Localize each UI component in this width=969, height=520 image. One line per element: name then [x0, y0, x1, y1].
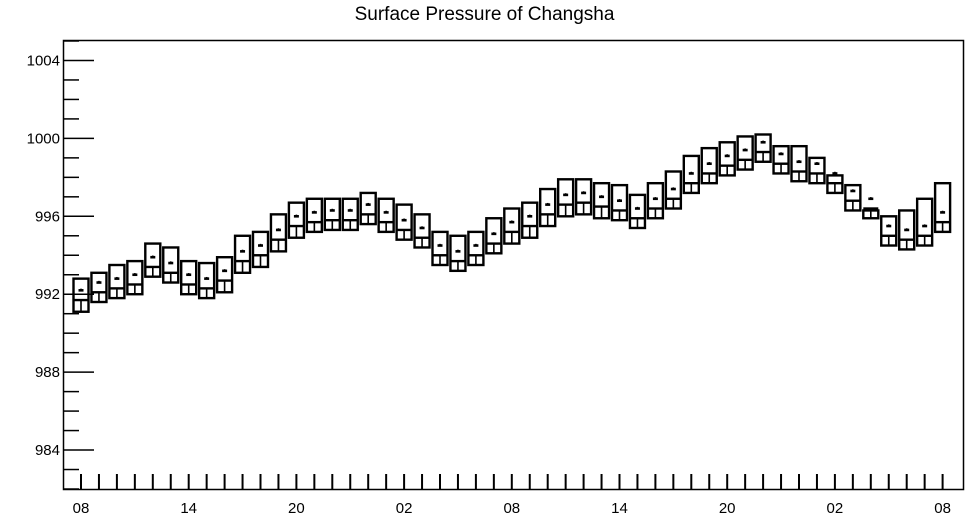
y-tick-label: 1000: [27, 130, 60, 147]
x-tick-label: 14: [611, 500, 628, 517]
box-item: [862, 197, 880, 220]
box-item: [844, 183, 862, 212]
x-tick-label: 08: [934, 500, 951, 517]
box-item: [377, 197, 395, 234]
box-item: [305, 197, 324, 234]
box-item: [664, 170, 683, 210]
y-axis: 984 988 992 996 1000 1004: [27, 40, 94, 490]
box-item: [736, 135, 754, 171]
box-range: [251, 230, 270, 269]
chart-title: Surface Pressure of Changsha: [354, 4, 615, 25]
box-item: [269, 213, 288, 253]
box-item: [413, 213, 431, 249]
box-item: [449, 234, 467, 273]
box-item: [539, 187, 557, 228]
box-item: [108, 263, 126, 300]
box-item: [467, 230, 485, 267]
x-tick-label: 08: [503, 500, 520, 517]
y-tick-label: 988: [35, 364, 60, 381]
box-item: [772, 144, 790, 175]
box-range: [413, 213, 431, 249]
box-item: [251, 230, 270, 269]
box-range: [197, 261, 216, 300]
box-item: [718, 141, 736, 177]
y-tick-label: 984: [35, 442, 60, 459]
box-item: [359, 191, 377, 226]
box-range: [808, 156, 826, 185]
x-tick-label: 02: [827, 500, 844, 517]
y-tick-label: 1004: [27, 52, 60, 69]
box-item: [215, 256, 234, 294]
box-item: [233, 234, 252, 274]
box-item: [431, 230, 449, 267]
box-item: [826, 171, 844, 195]
box-item: [610, 183, 629, 222]
box-series: [72, 133, 952, 313]
box-item: [144, 242, 162, 278]
box-range: [539, 187, 557, 228]
x-tick-label: 08: [73, 500, 90, 517]
box-item: [179, 259, 198, 296]
box-item: [395, 203, 413, 241]
box-item: [880, 215, 898, 247]
x-tick-label: 14: [180, 500, 197, 517]
box-item: [485, 217, 503, 255]
box-item: [682, 154, 700, 195]
box-item: [90, 271, 108, 304]
box-item: [808, 156, 826, 185]
box-item: [503, 207, 521, 245]
box-item: [126, 259, 144, 296]
plot-frame: [62, 39, 965, 491]
box-item: [323, 197, 341, 232]
box-item: [646, 181, 665, 220]
box-range: [215, 256, 234, 294]
box-item: [915, 197, 934, 247]
box-item: [574, 178, 593, 216]
x-tick-label: 20: [288, 500, 305, 517]
x-axis: 08 14 20 02 08 14 20 02 08: [73, 474, 951, 517]
x-tick-label: 20: [719, 500, 736, 517]
box-item: [556, 178, 575, 218]
box-item: [592, 181, 611, 220]
box-item: [341, 197, 359, 232]
box-item: [790, 144, 808, 183]
box-item: [162, 246, 180, 284]
box-item: [628, 193, 647, 230]
y-tick-label: 996: [35, 208, 60, 225]
box-item: [933, 181, 952, 234]
box-item: [754, 133, 772, 163]
y-tick-label: 992: [35, 286, 60, 303]
x-tick-label: 02: [396, 500, 413, 517]
box-item: [521, 201, 539, 239]
box-item: [72, 277, 90, 313]
box-item: [197, 261, 216, 300]
box-item: [700, 146, 718, 185]
box-item: [287, 201, 306, 239]
box-item: [898, 209, 916, 251]
